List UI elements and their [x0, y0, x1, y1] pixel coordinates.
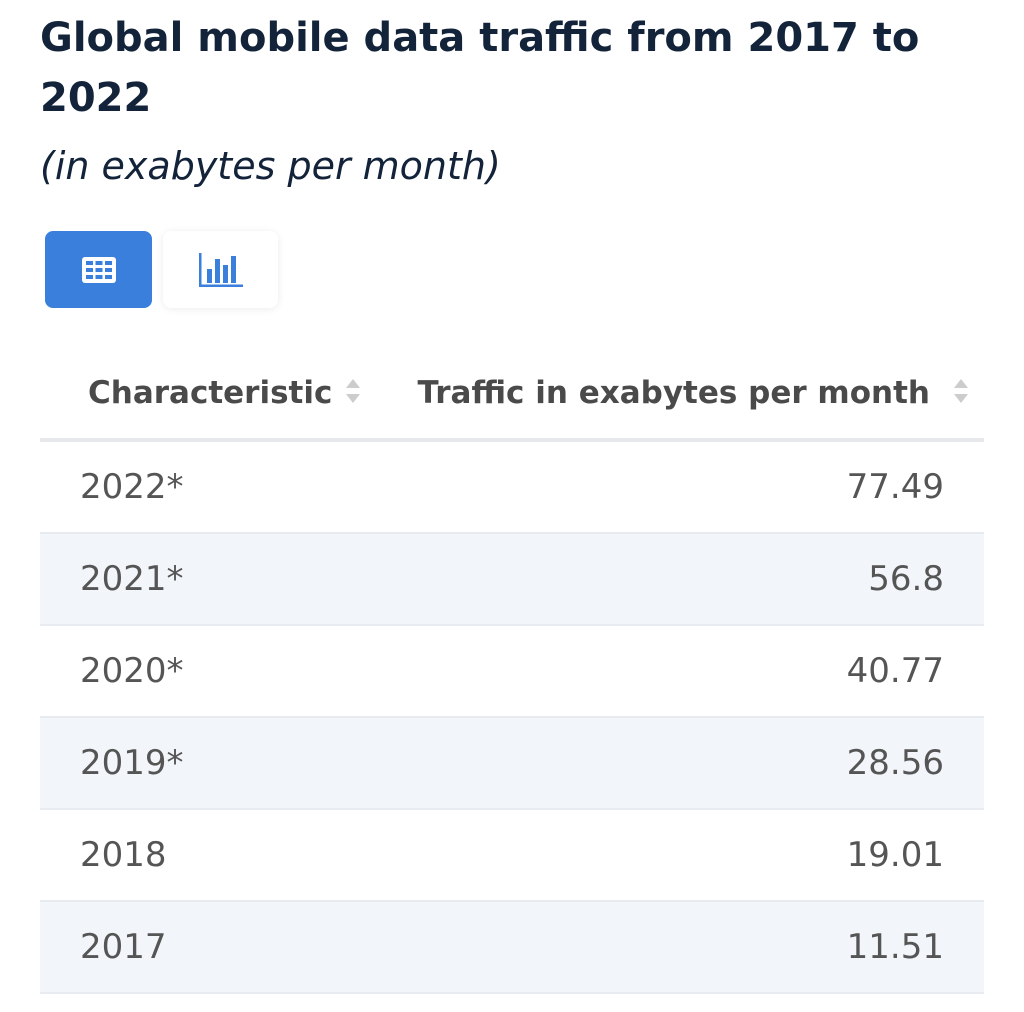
- sort-icon[interactable]: [952, 377, 970, 413]
- column-header-traffic[interactable]: Traffic in exabytes per month: [382, 350, 984, 442]
- table-row: 2020* 40.77: [40, 625, 984, 718]
- page-subtitle: (in exabytes per month): [40, 144, 501, 188]
- table-row: 2018 19.01: [40, 809, 984, 902]
- year-cell: 2020*: [40, 625, 383, 718]
- value-cell: 28.56: [382, 717, 984, 810]
- page-title: Global mobile data traffic from 2017 to …: [40, 15, 920, 121]
- value-cell: 19.01: [382, 809, 984, 902]
- year-cell: 2018: [40, 809, 383, 902]
- value-cell: 56.8: [382, 533, 984, 626]
- table-icon: [81, 256, 116, 283]
- table-row: 2019* 28.56: [40, 717, 984, 810]
- bar-chart-icon: [198, 252, 243, 287]
- value-cell: 40.77: [382, 625, 984, 718]
- sort-icon[interactable]: [344, 377, 362, 413]
- year-cell: 2022*: [40, 440, 383, 534]
- table-row: 2017 11.51: [40, 901, 984, 994]
- table-header-row: Characteristic Traffic in exabytes per m…: [40, 350, 984, 442]
- chart-view-button[interactable]: [163, 231, 278, 308]
- year-cell: 2021*: [40, 533, 383, 626]
- value-cell: 77.49: [382, 440, 984, 534]
- year-cell: 2017: [40, 901, 383, 994]
- table-row: 2021* 56.8: [40, 533, 984, 626]
- column-header-characteristic[interactable]: Characteristic: [40, 350, 383, 442]
- value-cell: 11.51: [382, 901, 984, 994]
- table-row: 2022* 77.49: [40, 440, 984, 534]
- data-table: Characteristic Traffic in exabytes per m…: [40, 350, 984, 994]
- table-view-button[interactable]: [45, 231, 152, 308]
- year-cell: 2019*: [40, 717, 383, 810]
